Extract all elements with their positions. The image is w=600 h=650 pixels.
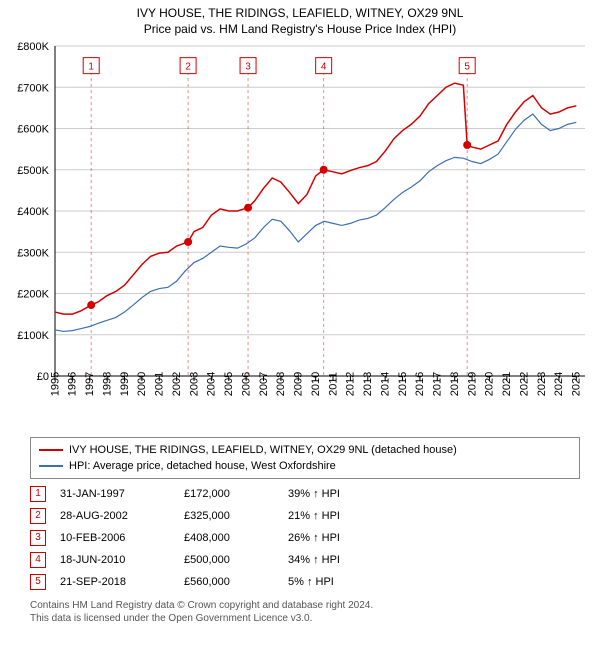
svg-text:£200K: £200K: [17, 289, 49, 301]
sale-marker-dot: [184, 238, 192, 246]
sale-hpi-delta: 34% ↑ HPI: [288, 549, 340, 571]
svg-text:2: 2: [185, 62, 191, 73]
svg-text:2023: 2023: [536, 372, 548, 396]
legend-item: IVY HOUSE, THE RIDINGS, LEAFIELD, WITNEY…: [39, 442, 571, 458]
sale-number-badge: 1: [30, 486, 46, 502]
sale-hpi-delta: 26% ↑ HPI: [288, 527, 340, 549]
sale-date: 31-JAN-1997: [60, 483, 170, 505]
svg-text:2014: 2014: [379, 372, 391, 396]
svg-text:5: 5: [464, 62, 470, 73]
svg-text:£0: £0: [37, 371, 49, 383]
sale-price: £500,000: [184, 549, 274, 571]
footer-line-1: Contains HM Land Registry data © Crown c…: [30, 599, 580, 612]
sales-table: 1 31-JAN-1997 £172,000 39% ↑ HPI 2 28-AUG-200…: [30, 483, 580, 593]
legend-label: HPI: Average price, detached house, West…: [69, 458, 336, 474]
svg-text:2019: 2019: [466, 372, 478, 396]
svg-text:2003: 2003: [188, 372, 200, 396]
sale-price: £172,000: [184, 483, 274, 505]
legend-swatch: [39, 449, 63, 451]
sale-hpi-delta: 5% ↑ HPI: [288, 571, 334, 593]
svg-text:£700K: £700K: [17, 82, 49, 94]
svg-text:2002: 2002: [171, 372, 183, 396]
sale-row: 3 10-FEB-2006 £408,000 26% ↑ HPI: [30, 527, 580, 549]
svg-text:2021: 2021: [501, 372, 513, 396]
svg-text:1998: 1998: [101, 372, 113, 396]
sale-marker-dot: [244, 204, 252, 212]
sale-marker-dot: [463, 141, 471, 149]
svg-text:2004: 2004: [206, 372, 218, 396]
svg-text:£600K: £600K: [17, 124, 49, 136]
sale-row: 4 18-JUN-2010 £500,000 34% ↑ HPI: [30, 549, 580, 571]
sale-row: 1 31-JAN-1997 £172,000 39% ↑ HPI: [30, 483, 580, 505]
svg-text:2000: 2000: [136, 372, 148, 396]
legend-swatch: [39, 465, 63, 467]
svg-text:£500K: £500K: [17, 165, 49, 177]
svg-text:2001: 2001: [154, 372, 166, 396]
sale-hpi-delta: 21% ↑ HPI: [288, 505, 340, 527]
svg-text:1: 1: [88, 62, 94, 73]
line-chart: £0 £100K £200K £300K £400K £500K £600K £700K £80…: [0, 36, 600, 431]
svg-text:£100K: £100K: [17, 330, 49, 342]
footer-line-2: This data is licensed under the Open Gov…: [30, 612, 580, 625]
svg-text:1996: 1996: [67, 372, 79, 396]
svg-text:2012: 2012: [345, 372, 357, 396]
legend-label: IVY HOUSE, THE RIDINGS, LEAFIELD, WITNEY…: [69, 442, 457, 458]
sale-row: 2 28-AUG-2002 £325,000 21% ↑ HPI: [30, 505, 580, 527]
sale-marker-dot: [320, 166, 328, 174]
sale-number-badge: 3: [30, 530, 46, 546]
svg-text:2005: 2005: [223, 372, 235, 396]
svg-text:2017: 2017: [432, 372, 444, 396]
sale-date: 21-SEP-2018: [60, 571, 170, 593]
svg-text:1997: 1997: [84, 372, 96, 396]
svg-text:2024: 2024: [553, 372, 565, 396]
svg-text:2015: 2015: [397, 372, 409, 396]
sale-price: £560,000: [184, 571, 274, 593]
svg-text:2007: 2007: [258, 372, 270, 396]
sale-marker-dot: [87, 301, 95, 309]
sale-price: £408,000: [184, 527, 274, 549]
series-hpi: [55, 114, 576, 331]
svg-text:2020: 2020: [484, 372, 496, 396]
sale-number-badge: 2: [30, 508, 46, 524]
svg-text:2006: 2006: [240, 372, 252, 396]
footer-attribution: Contains HM Land Registry data © Crown c…: [30, 599, 580, 625]
series-property: [55, 83, 576, 314]
sale-date: 28-AUG-2002: [60, 505, 170, 527]
legend: IVY HOUSE, THE RIDINGS, LEAFIELD, WITNEY…: [30, 437, 580, 479]
svg-text:2018: 2018: [449, 372, 461, 396]
chart-subtitle: Price paid vs. HM Land Registry's House …: [0, 22, 600, 36]
svg-text:2022: 2022: [518, 372, 530, 396]
svg-text:2008: 2008: [275, 372, 287, 396]
sale-hpi-delta: 39% ↑ HPI: [288, 483, 340, 505]
svg-text:4: 4: [321, 62, 327, 73]
chart-area: £0 £100K £200K £300K £400K £500K £600K £700K £80…: [0, 36, 600, 431]
sale-number-badge: 4: [30, 552, 46, 568]
svg-text:£300K: £300K: [17, 247, 49, 259]
chart-title: IVY HOUSE, THE RIDINGS, LEAFIELD, WITNEY…: [0, 6, 600, 20]
svg-text:£800K: £800K: [17, 41, 49, 53]
svg-text:2010: 2010: [310, 372, 322, 396]
svg-text:3: 3: [245, 62, 251, 73]
sale-date: 18-JUN-2010: [60, 549, 170, 571]
svg-text:1999: 1999: [119, 372, 131, 396]
sale-price: £325,000: [184, 505, 274, 527]
sale-row: 5 21-SEP-2018 £560,000 5% ↑ HPI: [30, 571, 580, 593]
legend-item: HPI: Average price, detached house, West…: [39, 458, 571, 474]
sale-number-badge: 5: [30, 574, 46, 590]
svg-text:2016: 2016: [414, 372, 426, 396]
svg-text:2013: 2013: [362, 372, 374, 396]
svg-text:2009: 2009: [293, 372, 305, 396]
sale-date: 10-FEB-2006: [60, 527, 170, 549]
svg-text:2025: 2025: [571, 372, 583, 396]
svg-text:£400K: £400K: [17, 206, 49, 218]
